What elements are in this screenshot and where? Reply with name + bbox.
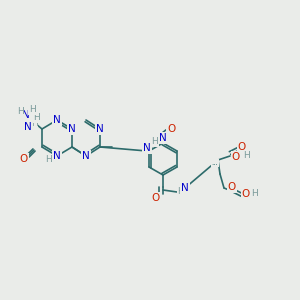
Text: H: H bbox=[250, 190, 257, 199]
Text: H: H bbox=[243, 152, 249, 160]
Text: O: O bbox=[167, 124, 175, 134]
Text: N: N bbox=[24, 122, 32, 132]
Text: H: H bbox=[178, 187, 184, 196]
Text: H: H bbox=[33, 112, 39, 122]
Text: N: N bbox=[22, 110, 30, 120]
Text: N: N bbox=[53, 115, 61, 125]
Text: O: O bbox=[238, 142, 246, 152]
Text: O: O bbox=[228, 182, 236, 192]
Text: N: N bbox=[96, 124, 104, 134]
Text: N: N bbox=[53, 151, 61, 161]
Text: O: O bbox=[151, 193, 159, 203]
Text: H: H bbox=[16, 107, 23, 116]
Text: H: H bbox=[31, 119, 38, 128]
Text: N: N bbox=[143, 143, 151, 153]
Text: O: O bbox=[242, 189, 250, 199]
Text: N: N bbox=[82, 151, 90, 161]
Text: O: O bbox=[20, 154, 28, 164]
Text: N: N bbox=[159, 133, 167, 143]
Text: O: O bbox=[232, 152, 240, 162]
Text: H: H bbox=[152, 136, 158, 146]
Text: N: N bbox=[68, 124, 76, 134]
Text: ...: ... bbox=[212, 160, 218, 166]
Text: N: N bbox=[181, 183, 189, 193]
Text: H: H bbox=[28, 104, 35, 113]
Text: H: H bbox=[46, 155, 52, 164]
